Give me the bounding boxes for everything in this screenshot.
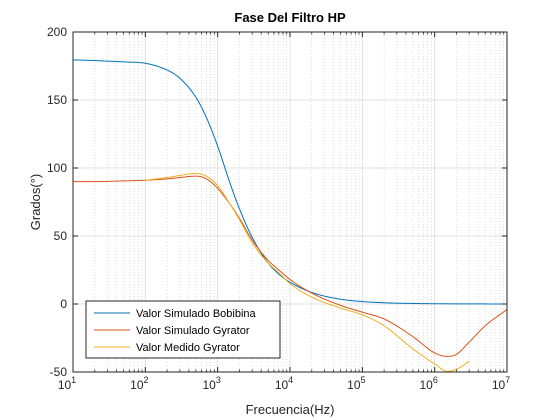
series-line-3 — [145, 172, 470, 372]
x-tick-label: 103 — [202, 375, 220, 392]
legend: Valor Simulado Bobibina Valor Simulado Gy… — [85, 300, 281, 359]
tick-marks: 101 102 103 104 105 106 107 -50 0 50 100 150 200 — [47, 25, 510, 392]
series-line-1 — [72, 59, 508, 305]
x-tick-label: 102 — [130, 375, 148, 392]
y-axis-label: Grados(°) — [28, 174, 43, 231]
y-tick-label: -50 — [50, 365, 68, 379]
series-lines — [72, 59, 508, 372]
y-tick-label: 150 — [47, 93, 67, 107]
chart-title: Fase Del Filtro HP — [234, 10, 346, 25]
y-tick-label: 50 — [54, 229, 68, 243]
x-tick-label: 107 — [492, 375, 510, 392]
y-tick-label: 100 — [47, 161, 67, 175]
y-tick-label: 200 — [47, 25, 67, 39]
x-tick-label: 101 — [58, 375, 76, 392]
x-tick-label: 106 — [419, 375, 437, 392]
x-tick-label: 105 — [347, 375, 365, 392]
y-axis-label-group: Grados(°) — [28, 174, 43, 231]
x-tick-label: 104 — [275, 375, 293, 392]
legend-label: Valor Simulado Gyrator — [136, 325, 250, 337]
legend-label: Valor Medido Gyrator — [136, 342, 240, 354]
y-tick-label: 0 — [60, 297, 67, 311]
legend-label: Valor Simulado Bobibina — [136, 308, 257, 320]
x-axis-label: Frecuencia(Hz) — [246, 402, 335, 417]
series-line-2 — [73, 175, 508, 357]
